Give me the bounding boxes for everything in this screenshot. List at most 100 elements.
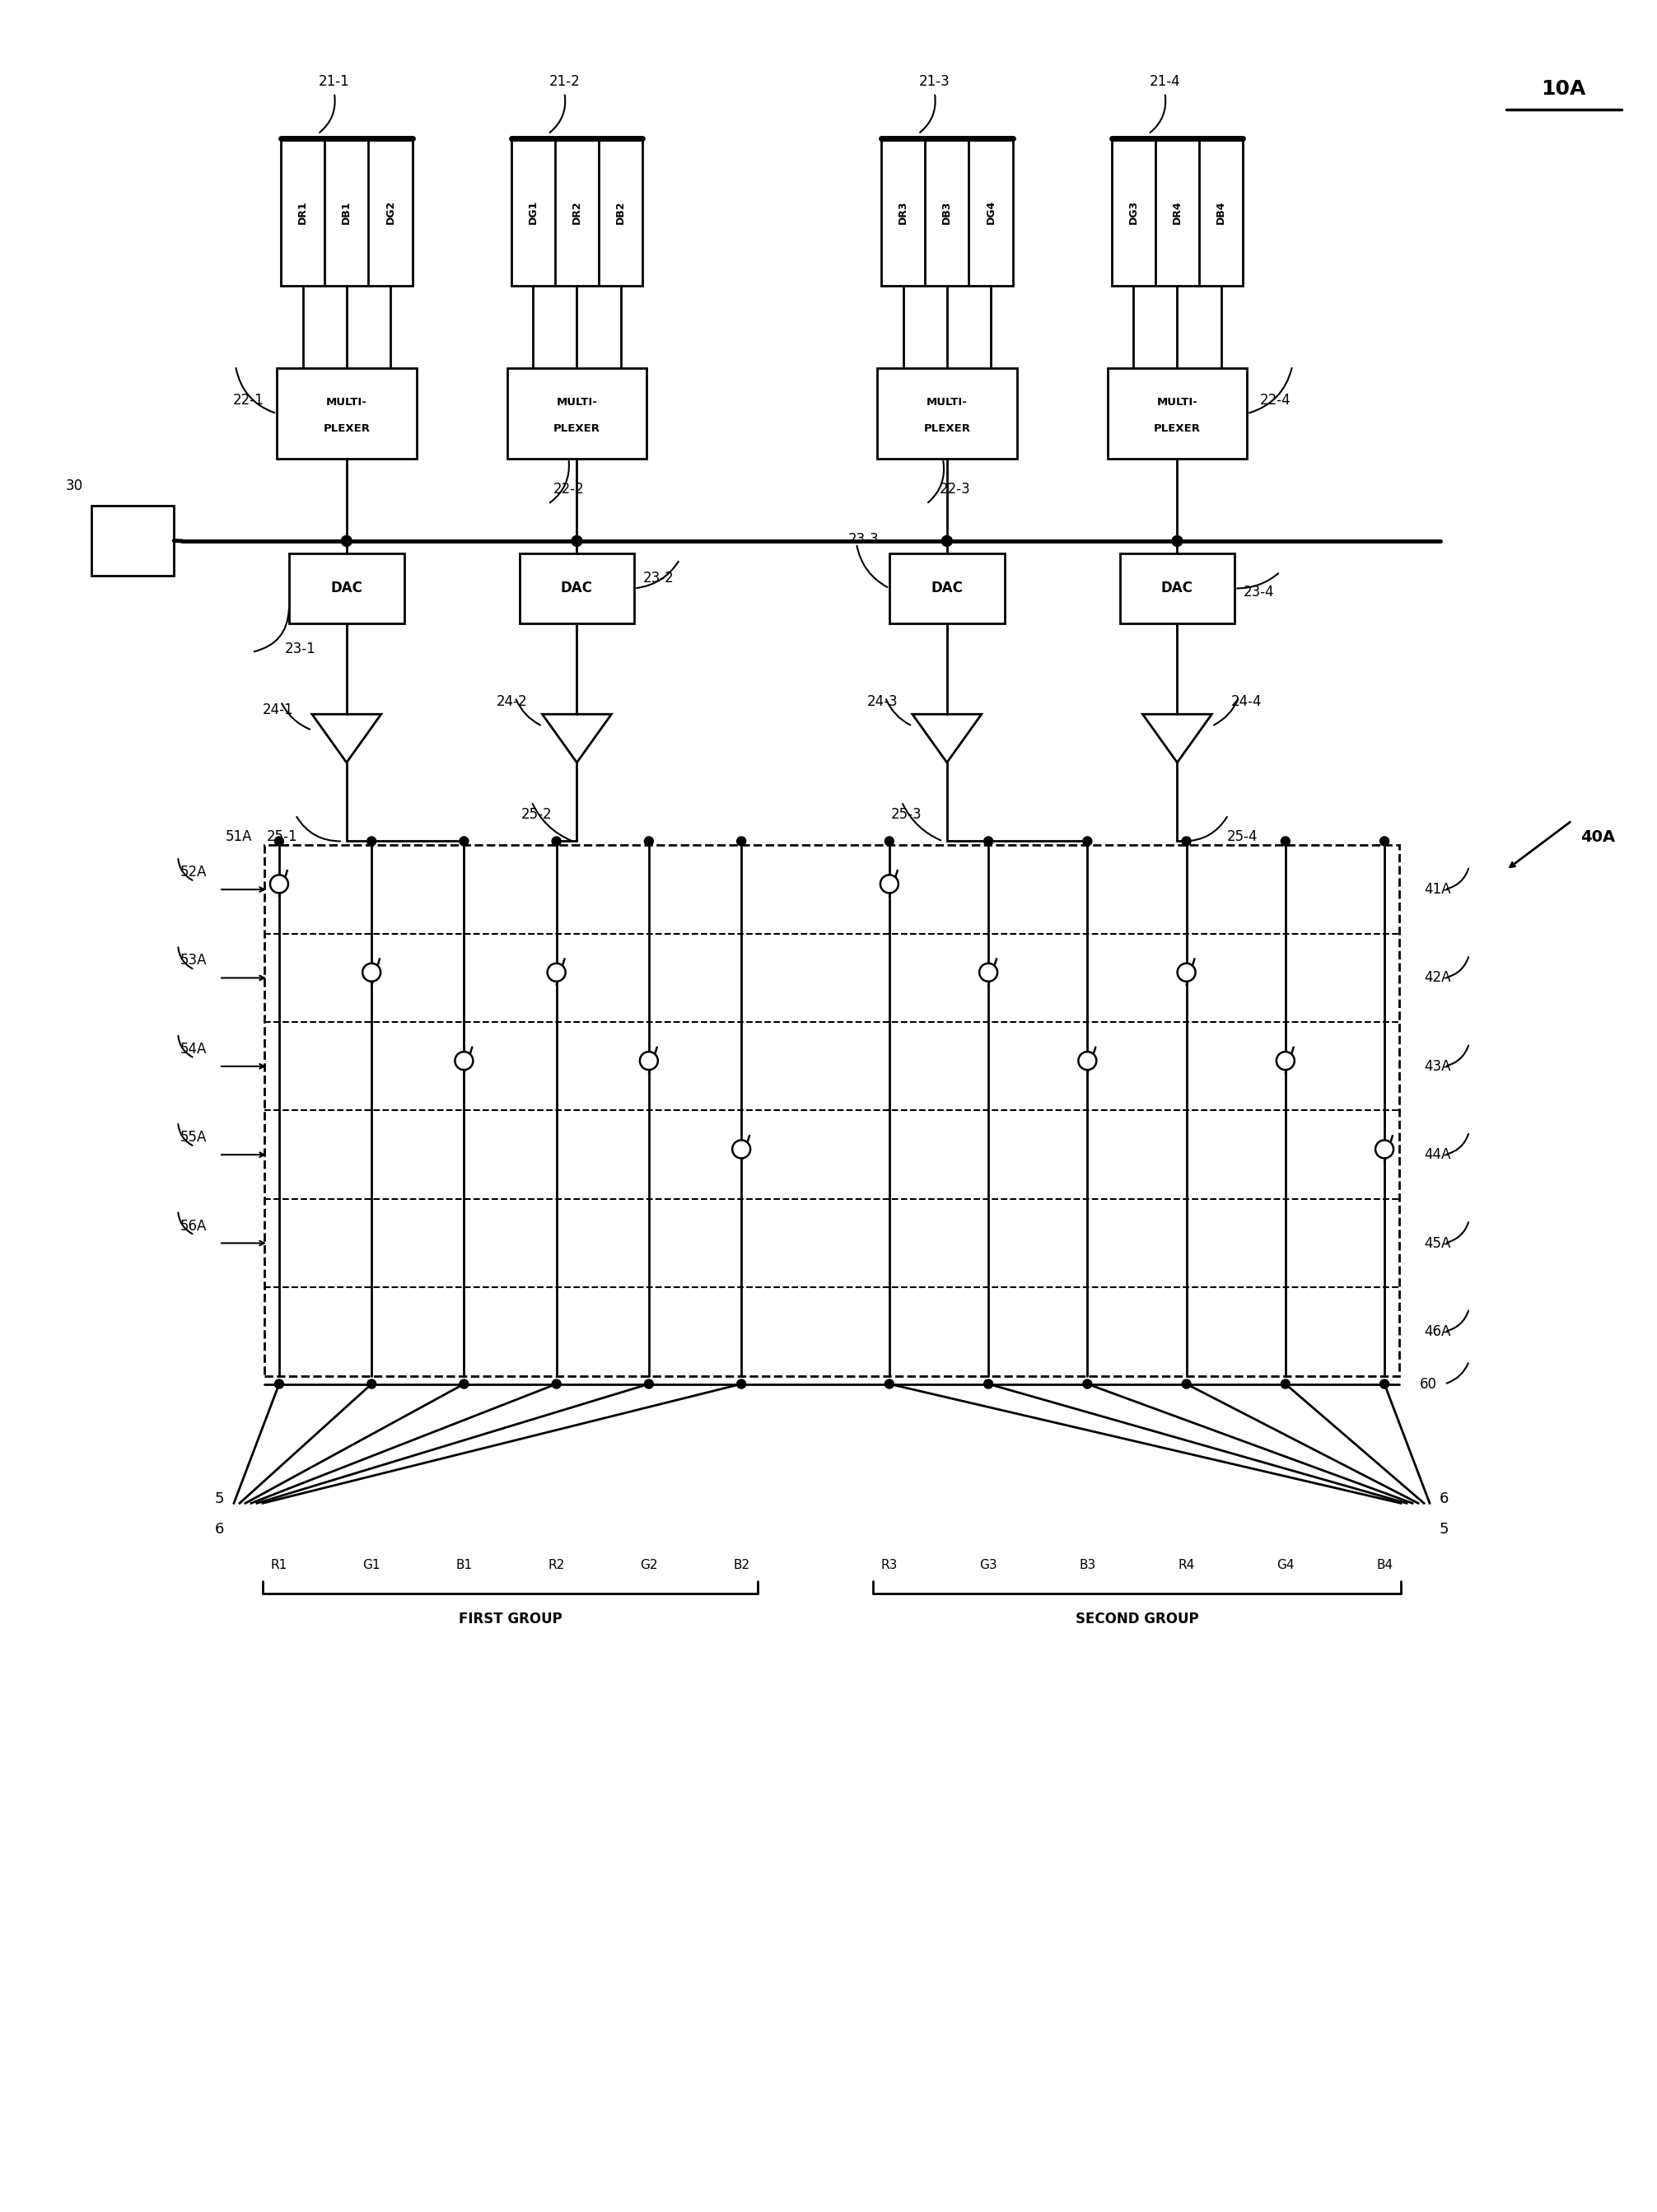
Circle shape: [547, 964, 565, 982]
Text: G3: G3: [979, 1559, 998, 1571]
Circle shape: [1380, 1380, 1389, 1389]
Bar: [91, 507, 174, 575]
Text: PLEXER: PLEXER: [1153, 422, 1201, 434]
Circle shape: [737, 1380, 746, 1389]
Text: 44A: 44A: [1423, 1148, 1450, 1161]
Circle shape: [1171, 535, 1183, 546]
Text: 6: 6: [215, 1522, 224, 1537]
Circle shape: [1375, 1139, 1394, 1159]
Text: 5: 5: [1440, 1522, 1448, 1537]
Text: 24-4: 24-4: [1231, 695, 1261, 708]
Text: 24-2: 24-2: [497, 695, 527, 708]
Circle shape: [1178, 964, 1195, 982]
Text: 54A: 54A: [181, 1042, 207, 1057]
Circle shape: [459, 1380, 469, 1389]
Text: SECOND GROUP: SECOND GROUP: [1075, 1613, 1198, 1626]
Circle shape: [941, 535, 953, 546]
Circle shape: [363, 964, 381, 982]
Circle shape: [880, 876, 898, 894]
Text: B1: B1: [456, 1559, 472, 1571]
Text: PLEXER: PLEXER: [923, 422, 971, 434]
Bar: [882, 137, 1012, 285]
Circle shape: [885, 1380, 893, 1389]
Circle shape: [275, 1380, 283, 1389]
Text: G4: G4: [1276, 1559, 1294, 1571]
Text: B4: B4: [1377, 1559, 1394, 1571]
Text: 6: 6: [1440, 1491, 1448, 1506]
Text: DAC: DAC: [330, 582, 363, 595]
Text: DB4: DB4: [1216, 201, 1226, 223]
Text: 25-4: 25-4: [1226, 830, 1258, 845]
Text: G1: G1: [363, 1559, 381, 1571]
Circle shape: [1079, 1051, 1097, 1071]
Text: DB1: DB1: [341, 201, 351, 223]
Text: DG2: DG2: [384, 199, 396, 223]
Text: 25-2: 25-2: [522, 807, 552, 823]
Circle shape: [459, 836, 469, 845]
Text: 41A: 41A: [1423, 883, 1450, 896]
Text: G2: G2: [640, 1559, 658, 1571]
Circle shape: [552, 1380, 562, 1389]
Circle shape: [885, 836, 893, 845]
Text: DG1: DG1: [527, 199, 539, 223]
Text: 53A: 53A: [181, 953, 207, 969]
Text: 25-3: 25-3: [891, 807, 923, 823]
Text: 42A: 42A: [1423, 971, 1450, 984]
Text: MULTI-: MULTI-: [557, 396, 598, 407]
Bar: [1120, 553, 1234, 624]
Bar: [877, 369, 1017, 458]
Text: PLEXER: PLEXER: [553, 422, 600, 434]
Circle shape: [572, 535, 582, 546]
Text: 23-1: 23-1: [285, 641, 316, 657]
Bar: [507, 369, 646, 458]
Text: 55A: 55A: [181, 1130, 207, 1146]
Circle shape: [1380, 836, 1389, 845]
Text: 24-3: 24-3: [867, 695, 898, 708]
Text: 46A: 46A: [1423, 1325, 1450, 1338]
Circle shape: [1281, 1380, 1289, 1389]
Circle shape: [1084, 1380, 1092, 1389]
Text: R4: R4: [1178, 1559, 1195, 1571]
Circle shape: [645, 1380, 653, 1389]
Text: 5: 5: [214, 1491, 224, 1506]
Bar: [890, 553, 1004, 624]
Text: 22-3: 22-3: [940, 482, 971, 498]
Text: DR2: DR2: [572, 201, 582, 223]
Circle shape: [1084, 836, 1092, 845]
Text: B3: B3: [1079, 1559, 1095, 1571]
Circle shape: [984, 1380, 993, 1389]
Bar: [1112, 137, 1243, 285]
Bar: [288, 553, 404, 624]
Text: 21-2: 21-2: [548, 73, 580, 88]
Circle shape: [979, 964, 998, 982]
Text: 51A: 51A: [225, 830, 252, 845]
Circle shape: [645, 836, 653, 845]
Text: FIRST GROUP: FIRST GROUP: [459, 1613, 562, 1626]
Text: 60: 60: [1420, 1376, 1437, 1391]
Text: 22-4: 22-4: [1259, 392, 1291, 407]
Text: DG3: DG3: [1128, 199, 1138, 223]
Bar: [519, 553, 635, 624]
Text: 22-1: 22-1: [234, 392, 265, 407]
Text: DAC: DAC: [1162, 582, 1193, 595]
Text: 23-2: 23-2: [643, 571, 674, 586]
Text: B2: B2: [732, 1559, 749, 1571]
Circle shape: [341, 535, 351, 546]
Text: 22-2: 22-2: [553, 482, 585, 498]
Circle shape: [368, 1380, 376, 1389]
Circle shape: [737, 836, 746, 845]
Bar: [277, 369, 416, 458]
Text: PLEXER: PLEXER: [323, 422, 370, 434]
Text: 30: 30: [66, 478, 83, 493]
Text: 21-3: 21-3: [920, 73, 949, 88]
Bar: [265, 845, 1399, 1376]
Text: DAC: DAC: [931, 582, 963, 595]
Text: DB3: DB3: [941, 201, 953, 223]
Text: 56A: 56A: [181, 1219, 207, 1234]
Text: 21-4: 21-4: [1150, 73, 1180, 88]
Text: DB2: DB2: [615, 201, 626, 223]
Text: R3: R3: [882, 1559, 898, 1571]
Text: DR4: DR4: [1171, 201, 1183, 223]
Text: 43A: 43A: [1423, 1060, 1450, 1073]
Text: 21-1: 21-1: [318, 73, 350, 88]
